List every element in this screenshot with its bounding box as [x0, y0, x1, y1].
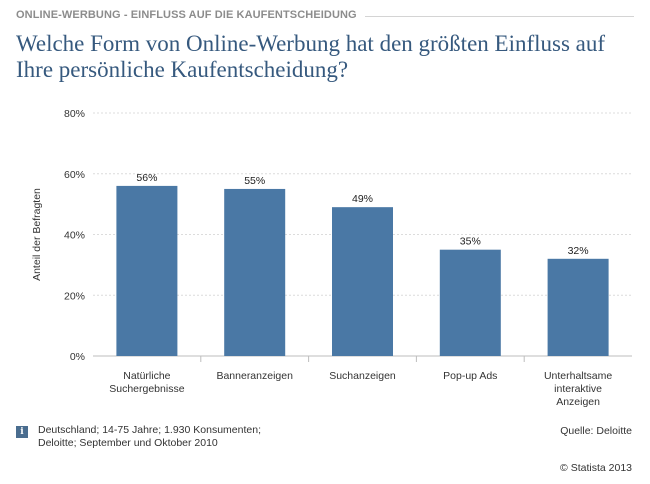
- x-tick-label: Suchanzeigen: [329, 370, 396, 382]
- x-tick-label: Banneranzeigen: [216, 370, 293, 382]
- x-tick-label: Suchergebnisse: [109, 383, 184, 395]
- y-tick-label: 80%: [64, 108, 85, 120]
- y-axis-label: Anteil der Befragten: [31, 188, 43, 281]
- bar-value-label: 49%: [352, 193, 373, 205]
- bar-value-label: 55%: [244, 175, 265, 187]
- survey-info-line: Deutschland; 14-75 Jahre; 1.930 Konsumen…: [38, 424, 261, 436]
- x-tick-label: interaktive: [554, 383, 602, 395]
- x-tick-label: Unterhaltsame: [544, 370, 612, 382]
- chart-title: Welche Form von Online-Werbung hat den g…: [16, 31, 606, 82]
- bar-value-label: 32%: [568, 245, 589, 257]
- x-tick-label: Natürliche: [123, 370, 170, 382]
- survey-info-line: Deloitte; September und Oktober 2010: [38, 437, 218, 449]
- bar: [332, 207, 393, 356]
- bar: [439, 249, 501, 356]
- bar: [116, 185, 178, 356]
- survey-info: Deutschland; 14-75 Jahre; 1.930 Konsumen…: [38, 424, 318, 450]
- y-tick-label: 20%: [64, 290, 85, 302]
- y-tick-label: 60%: [64, 169, 85, 181]
- header-label: ONLINE-WERBUNG - EINFLUSS AUF DIE KAUFEN…: [16, 9, 365, 21]
- copyright-label: © Statista 2013: [560, 462, 632, 474]
- info-icon[interactable]: i: [16, 426, 28, 438]
- source-label: Quelle: Deloitte: [560, 425, 632, 437]
- header: ONLINE-WERBUNG - EINFLUSS AUF DIE KAUFEN…: [16, 9, 634, 25]
- bar-value-label: 35%: [460, 236, 481, 248]
- bar: [547, 258, 609, 356]
- y-tick-label: 40%: [64, 230, 85, 242]
- x-tick-label: Anzeigen: [556, 396, 600, 408]
- y-tick-label: 0%: [70, 351, 85, 363]
- bar: [224, 188, 286, 356]
- bar-value-label: 56%: [136, 172, 157, 184]
- x-tick-label: Pop-up Ads: [443, 370, 497, 382]
